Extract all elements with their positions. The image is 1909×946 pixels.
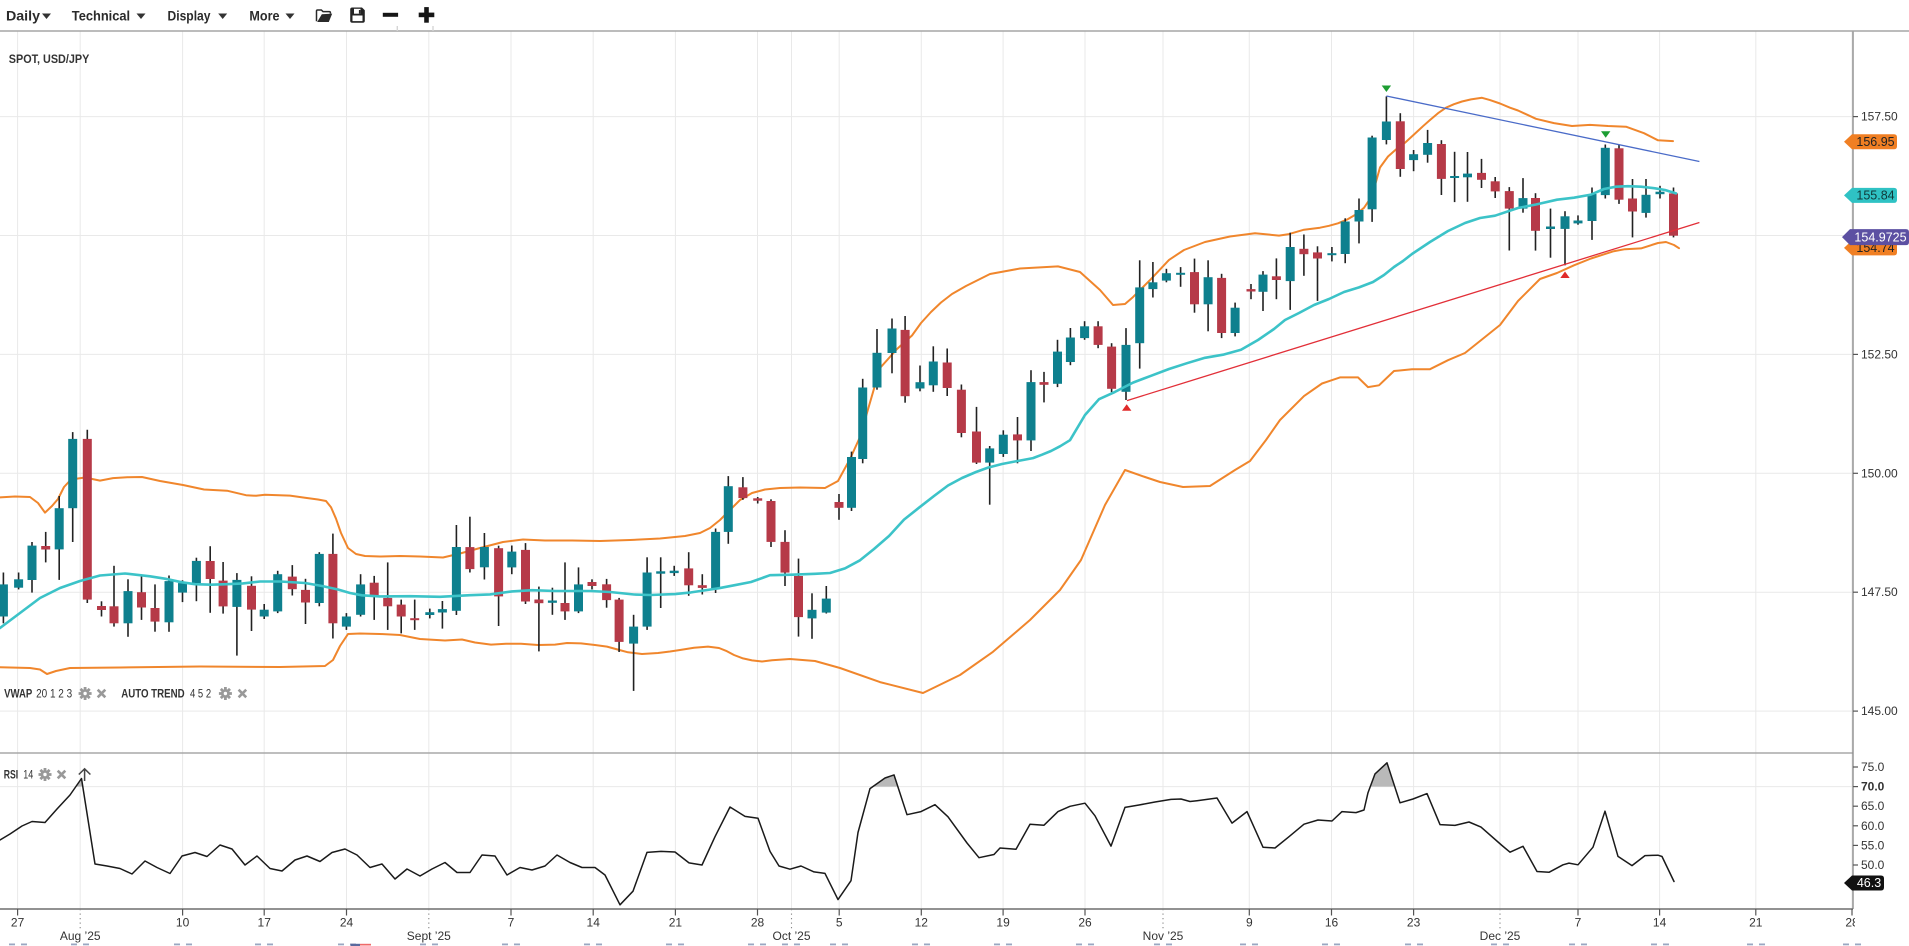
- svg-text:4 5 2: 4 5 2: [190, 689, 211, 701]
- svg-text:AUTO TREND: AUTO TREND: [121, 689, 184, 701]
- svg-text:Technical: Technical: [72, 8, 130, 24]
- svg-text:157.50: 157.50: [1861, 110, 1898, 124]
- svg-text:17: 17: [258, 916, 272, 930]
- svg-text:Aug ’25: Aug ’25: [60, 929, 101, 943]
- svg-text:28: 28: [751, 916, 765, 930]
- svg-text:7: 7: [508, 916, 515, 930]
- svg-text:155.84: 155.84: [1856, 189, 1894, 203]
- svg-text:147.50: 147.50: [1861, 585, 1898, 599]
- svg-text:60.0: 60.0: [1861, 819, 1885, 833]
- svg-text:70.0: 70.0: [1861, 780, 1885, 794]
- svg-text:26: 26: [1078, 916, 1092, 930]
- svg-text:SPOT, USD/JPY: SPOT, USD/JPY: [9, 54, 90, 66]
- svg-text:28: 28: [1845, 916, 1859, 930]
- svg-text:12: 12: [915, 916, 929, 930]
- svg-text:50.0: 50.0: [1861, 858, 1885, 872]
- svg-text:154.9725: 154.9725: [1854, 230, 1906, 244]
- svg-text:10: 10: [176, 916, 190, 930]
- svg-text:Oct ’25: Oct ’25: [772, 929, 810, 943]
- svg-text:24: 24: [340, 916, 354, 930]
- svg-text:55.0: 55.0: [1861, 838, 1885, 852]
- svg-text:RSI: RSI: [4, 770, 18, 782]
- svg-text:21: 21: [1749, 916, 1763, 930]
- svg-text:7: 7: [1575, 916, 1582, 930]
- svg-text:5: 5: [836, 916, 843, 930]
- svg-text:46.3: 46.3: [1857, 876, 1881, 890]
- svg-text:21: 21: [669, 916, 683, 930]
- svg-text:VWAP: VWAP: [4, 689, 32, 701]
- svg-text:152.50: 152.50: [1861, 347, 1898, 361]
- svg-text:75.0: 75.0: [1861, 760, 1885, 774]
- svg-text:14: 14: [23, 770, 33, 782]
- svg-text:14: 14: [1653, 916, 1667, 930]
- svg-text:19: 19: [996, 916, 1010, 930]
- svg-text:Dec ’25: Dec ’25: [1480, 929, 1521, 943]
- svg-text:20 1 2 3: 20 1 2 3: [36, 689, 72, 701]
- svg-text:150.00: 150.00: [1861, 466, 1898, 480]
- svg-text:16: 16: [1325, 916, 1339, 930]
- svg-text:14: 14: [587, 916, 601, 930]
- svg-text:27: 27: [11, 916, 25, 930]
- svg-text:9: 9: [1246, 916, 1253, 930]
- svg-text:156.95: 156.95: [1856, 135, 1894, 149]
- svg-text:Sept ’25: Sept ’25: [407, 929, 451, 943]
- svg-text:Nov ’25: Nov ’25: [1143, 929, 1184, 943]
- svg-text:More: More: [249, 8, 279, 24]
- svg-text:Display: Display: [168, 8, 211, 24]
- svg-text:145.00: 145.00: [1861, 704, 1898, 718]
- svg-text:65.0: 65.0: [1861, 799, 1885, 813]
- svg-text:Daily: Daily: [6, 8, 40, 24]
- svg-text:23: 23: [1407, 916, 1421, 930]
